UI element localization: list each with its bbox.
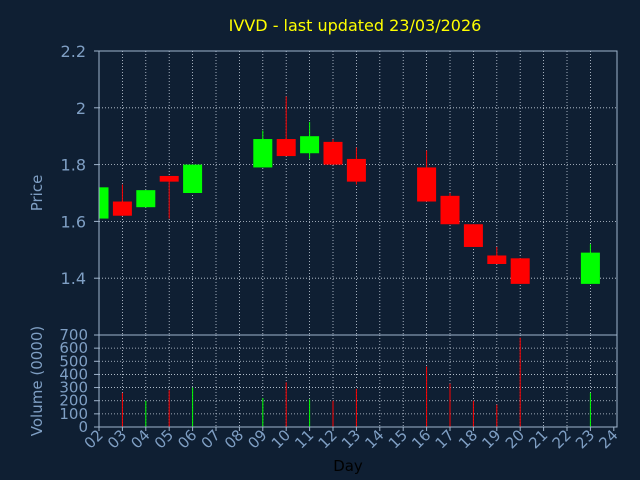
price-tick-label: 1.8 [61,156,86,175]
chart-title: IVVD - last updated 23/03/2026 [229,16,482,35]
candle-body-06 [183,164,203,193]
candle-body-03 [112,201,132,216]
volume-plot-frame [98,334,618,428]
volume-tick-label: 300 [59,379,88,397]
volume-tick-label: 700 [59,326,88,344]
candle-body-20 [510,258,530,284]
candle-body-19 [487,255,507,264]
candle-body-04 [136,190,156,208]
volume-tick-label: 600 [59,339,88,357]
day-tick-labels: 0203040506070809101112131415161718192021… [81,426,622,452]
volume-tick-label: 0 [78,418,88,436]
price-tick-label: 2 [76,99,86,118]
candle-body-23 [580,252,600,284]
candle-body-17 [440,195,460,225]
price-tick-label: 1.4 [61,269,86,288]
candle-body-10 [276,139,296,157]
price-tick-label: 1.6 [61,212,86,231]
candle-body-05 [159,175,179,182]
plot-frames [98,50,618,428]
candle-body-16 [417,167,437,202]
price-axis-label: Price [28,175,46,212]
volume-axis-label: Volume (0000) [28,326,46,436]
volume-tick-label: 400 [59,365,88,383]
candle-body-02 [99,187,109,219]
volume-tick-label: 200 [59,392,88,410]
day-axis-label: Day [333,457,363,475]
candle-body-18 [463,224,483,247]
price-candles [98,96,600,284]
volume-tick-label: 500 [59,352,88,370]
volume-tick-label: 100 [59,405,88,423]
candle-body-13 [346,158,366,182]
candle-body-09 [253,139,273,168]
price-tick-label: 2.2 [61,42,86,61]
candle-body-11 [300,136,320,154]
candle-body-12 [323,141,343,165]
price-tick-labels: 2.2 2 1.8 1.6 1.4 [61,42,99,288]
